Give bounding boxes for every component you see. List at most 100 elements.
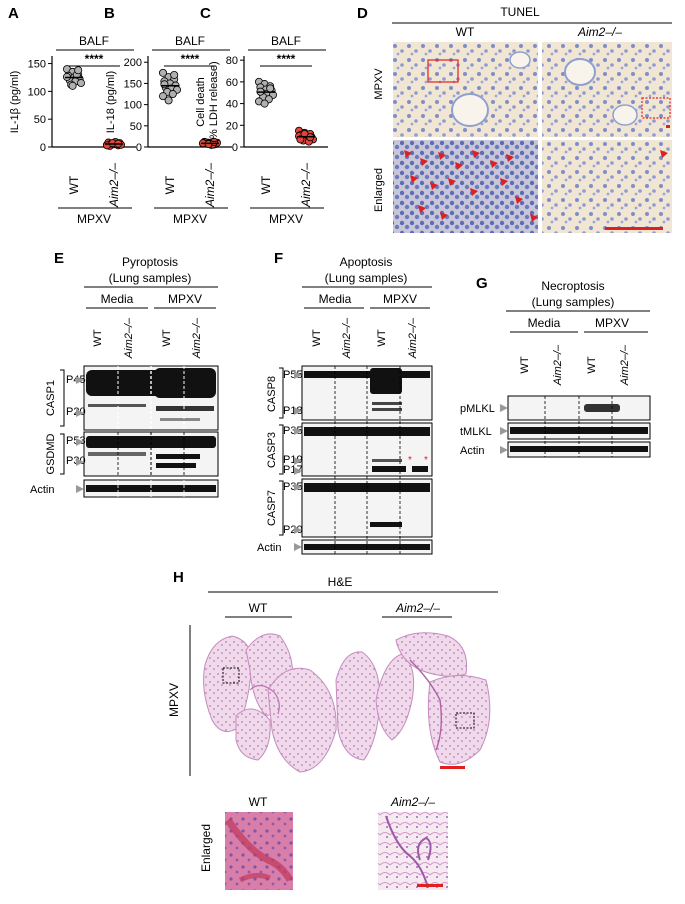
wt-point-b bbox=[164, 96, 173, 105]
e-protein-casp1: CASP1 bbox=[45, 380, 57, 416]
category-label-b: WT bbox=[163, 175, 177, 194]
svg-text:*: * bbox=[424, 455, 428, 466]
group-label-b: MPXV bbox=[173, 212, 207, 226]
panel-g: G Necroptosis (Lung samples) Media MPXV … bbox=[460, 275, 651, 458]
h-col-wt: WT bbox=[249, 601, 268, 615]
e-band-p30: P30 bbox=[66, 455, 86, 467]
h-scale-bar-bottom bbox=[417, 884, 443, 887]
h-enl-aim2: Aim2–/– bbox=[390, 795, 435, 809]
g-group-mpxv: MPXV bbox=[595, 316, 629, 330]
panel-letter-d: D bbox=[357, 5, 368, 22]
svg-text:*: * bbox=[408, 455, 412, 466]
h-scale-bar-top bbox=[440, 766, 465, 769]
panel-letter-a: A bbox=[8, 5, 19, 22]
wt-point-b bbox=[158, 92, 167, 101]
y-axis-label-c: Cell death bbox=[195, 77, 207, 127]
e-title-1: Pyroptosis bbox=[122, 255, 178, 269]
panel-d: D TUNEL WT Aim2–/– MPXV Enlarged bbox=[357, 5, 672, 233]
he-wt-zoom-box bbox=[222, 667, 240, 684]
panel-letter-f: F bbox=[274, 250, 283, 267]
f-protein-casp7: CASP7 bbox=[266, 490, 278, 526]
panel-b: B BALF **** 0 50 100 150 200 IL-18 (pg/ml) WT Aim2… bbox=[104, 5, 232, 226]
g-lane-4: Aim2–/– bbox=[619, 344, 631, 386]
e-actin-label: Actin bbox=[30, 484, 54, 496]
tunel-title: TUNEL bbox=[500, 5, 540, 19]
f-band-p20: P20 bbox=[283, 524, 303, 536]
category-label-a: WT bbox=[67, 175, 81, 194]
chart-title-b: BALF bbox=[175, 34, 205, 48]
e-band-p20: P20 bbox=[66, 406, 86, 418]
d-scale-bar-top bbox=[666, 125, 670, 128]
f-title-2: (Lung samples) bbox=[325, 271, 408, 285]
f-band-p35-casp7: P35 bbox=[283, 481, 303, 493]
h-row-enlarged: Enlarged bbox=[199, 824, 213, 872]
panel-c: C BALF **** 0 20 40 60 80 Cell death (% LDH relea… bbox=[195, 5, 328, 226]
d-col-wt: WT bbox=[456, 25, 475, 39]
f-band-p18: P18 bbox=[283, 405, 303, 417]
y-tick-label: 50 bbox=[34, 114, 46, 126]
g-blot-pmlkl: pMLKL bbox=[460, 403, 495, 415]
aim2-point-c bbox=[296, 135, 305, 144]
g-lane-1: WT bbox=[519, 356, 531, 373]
e-lane-3: WT bbox=[161, 329, 173, 346]
category-label-c: Aim2–/– bbox=[299, 163, 313, 208]
y-tick-label: 0 bbox=[232, 142, 238, 154]
wt-point-a bbox=[74, 66, 83, 75]
f-lane-4: Aim2–/– bbox=[407, 317, 419, 359]
significance-c: **** bbox=[277, 52, 296, 66]
tunel-aim2-enlarged bbox=[542, 140, 672, 233]
g-lane-3: WT bbox=[586, 356, 598, 373]
significance-b: **** bbox=[181, 52, 200, 66]
wt-point-a bbox=[68, 81, 77, 90]
panel-letter-b: B bbox=[104, 5, 115, 22]
e-lane-2: Aim2–/– bbox=[123, 317, 135, 359]
y-tick-label: 40 bbox=[226, 99, 238, 111]
f-lane-1: WT bbox=[311, 329, 323, 346]
d-row-mpxv: MPXV bbox=[373, 68, 385, 100]
y-axis-label-c-2: (% LDH release) bbox=[208, 61, 220, 142]
wt-point-c bbox=[260, 99, 269, 108]
wt-point-b bbox=[168, 90, 177, 99]
significance-a: **** bbox=[85, 52, 104, 66]
panel-e: E Pyroptosis (Lung samples) Media MPXV W… bbox=[30, 250, 219, 498]
d-row-enlarged: Enlarged bbox=[373, 168, 385, 212]
e-band-p45: P45 bbox=[66, 374, 86, 386]
panel-f: F Apoptosis (Lung samples) Media MPXV WT… bbox=[257, 250, 433, 555]
panel-letter-c: C bbox=[200, 5, 211, 22]
y-tick-label: 200 bbox=[124, 57, 142, 69]
panel-letter-h: H bbox=[173, 569, 184, 586]
y-tick-label: 0 bbox=[136, 142, 142, 154]
group-label-a: MPXV bbox=[77, 212, 111, 226]
f-band-p55: P55 bbox=[283, 369, 303, 381]
y-tick-label: 80 bbox=[226, 55, 238, 67]
y-tick-label: 60 bbox=[226, 77, 238, 89]
y-tick-label: 0 bbox=[40, 142, 46, 154]
panel-letter-g: G bbox=[476, 275, 488, 292]
y-axis-label-b: IL-18 (pg/ml) bbox=[105, 71, 117, 133]
y-axis-label-a: IL-1β (pg/ml) bbox=[9, 71, 21, 134]
category-label-a: Aim2–/– bbox=[107, 163, 121, 208]
f-group-mpxv: MPXV bbox=[383, 292, 417, 306]
d-scale-bar-bottom bbox=[605, 227, 663, 230]
he-title: H&E bbox=[328, 575, 353, 589]
g-blot-tmlkl: tMLKL bbox=[460, 426, 492, 438]
category-label-c: WT bbox=[259, 175, 273, 194]
f-lane-3: WT bbox=[376, 329, 388, 346]
tunel-aim2-zoom-box bbox=[641, 97, 671, 119]
tunel-wt-zoom-box bbox=[427, 59, 459, 83]
tunel-aim2-image bbox=[542, 42, 672, 137]
tunel-arrows bbox=[404, 150, 668, 222]
category-label-b: Aim2–/– bbox=[203, 163, 217, 208]
f-lane-2: Aim2–/– bbox=[341, 317, 353, 359]
e-lane-4: Aim2–/– bbox=[191, 317, 203, 359]
panel-a: A BALF **** 0 50 100 150 IL-1β (pg/ml) WT Aim2–/–… bbox=[8, 5, 136, 226]
y-tick-label: 50 bbox=[130, 121, 142, 133]
g-blot-actin: Actin bbox=[460, 445, 484, 457]
group-label-c: MPXV bbox=[269, 212, 303, 226]
e-protein-gsdmd: GSDMD bbox=[45, 433, 57, 474]
f-protein-casp8: CASP8 bbox=[266, 376, 278, 412]
wt-point-c bbox=[266, 84, 275, 93]
wt-point-b bbox=[160, 80, 169, 89]
f-band-p35-casp3: P35 bbox=[283, 425, 303, 437]
f-title-1: Apoptosis bbox=[340, 255, 393, 269]
